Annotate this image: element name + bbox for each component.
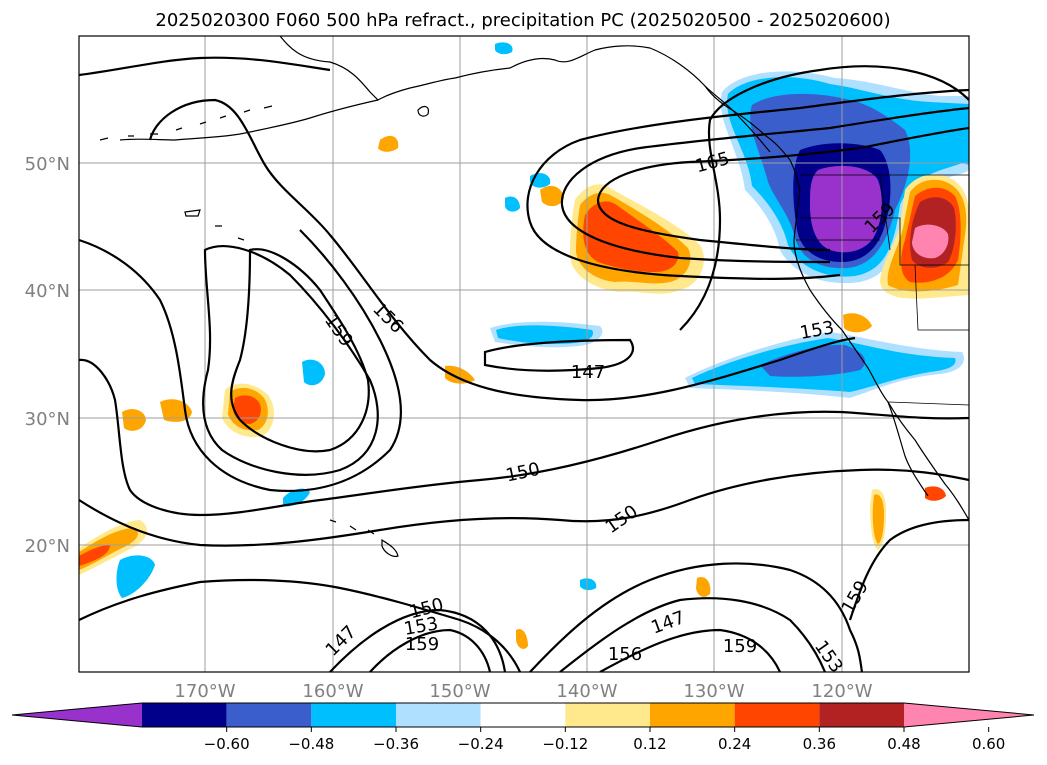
colorbar-swatch xyxy=(226,703,312,727)
colorbar-tick-label: 0.48 xyxy=(887,735,920,753)
kodiak xyxy=(417,105,429,117)
precip-positive-tropic-b xyxy=(925,486,946,501)
political-borders xyxy=(796,174,969,406)
precip-negative-misc-4 xyxy=(580,578,597,591)
precip-negative-socal-blue xyxy=(760,344,865,377)
colorbar-tick-label: 0.60 xyxy=(972,735,1005,753)
contour-162 xyxy=(560,106,969,264)
contour-south-4 xyxy=(529,562,864,672)
map-frame xyxy=(78,35,970,673)
colorbar-outline xyxy=(11,702,1035,728)
lon-label-160w: 160°W xyxy=(302,681,363,702)
precip-positive-misc-2 xyxy=(378,135,399,152)
graticule xyxy=(79,36,969,672)
precip-positive-basin-pink xyxy=(912,224,949,259)
colorbar-swatch xyxy=(396,703,481,727)
contour-label: 147 xyxy=(571,362,605,383)
precip-positive-misc-6 xyxy=(516,628,528,649)
contour-label: 159 xyxy=(723,636,757,657)
aleutian-islands xyxy=(99,105,273,141)
precip-positive-misc-3 xyxy=(540,185,564,207)
colorbar-swatch xyxy=(819,703,904,727)
colorbar-tick-label: −0.12 xyxy=(542,735,588,753)
small-island-2 xyxy=(215,225,245,241)
lat-label-40n: 40°N xyxy=(25,281,70,302)
lon-label-150w: 150°W xyxy=(429,681,490,702)
colorbar-tick-label: 0.24 xyxy=(718,735,751,753)
contour-147-west xyxy=(79,468,969,547)
precip-negative-33n xyxy=(302,359,325,386)
state-border-1 xyxy=(800,217,969,266)
lon-label-120w: 120°W xyxy=(811,681,872,702)
contour-156-north xyxy=(679,65,969,331)
colorbar-swatch xyxy=(650,703,735,727)
lon-label-140w: 140°W xyxy=(556,681,617,702)
contour-159-mid xyxy=(483,338,634,372)
precip-negative-band-cyan xyxy=(496,325,594,345)
state-border-4 xyxy=(879,174,891,251)
hawaii-islands xyxy=(329,519,399,557)
colorbar-extend-low xyxy=(12,703,142,727)
contour-south-3 xyxy=(369,628,492,672)
precip-negative-nw-purple xyxy=(810,165,882,253)
state-border-3 xyxy=(914,264,969,331)
colorbar-tick-label: −0.24 xyxy=(458,735,504,753)
colorbar-tick-label: −0.48 xyxy=(288,735,334,753)
longitude-labels: 170°W 160°W 150°W 140°W 130°W 120°W xyxy=(174,681,872,702)
precip-positive-30n-red xyxy=(233,395,261,424)
colorbar-swatch xyxy=(480,703,566,727)
contour-ring-west xyxy=(148,98,856,402)
contour-156-west xyxy=(202,245,379,476)
precip-positive-30n-c xyxy=(122,409,146,431)
colorbar-tick-label: 0.12 xyxy=(633,735,666,753)
precipitation-shading xyxy=(79,42,969,649)
contour-147-east xyxy=(848,518,969,621)
baja xyxy=(887,401,929,497)
colorbar-tick-label: −0.60 xyxy=(204,735,250,753)
colorbar-tick-label: 0.36 xyxy=(803,735,836,753)
precip-negative-20n xyxy=(116,555,155,598)
colorbar-swatch xyxy=(142,703,227,727)
contour-inner-alaska xyxy=(79,56,331,77)
colorbar: −0.60 −0.48 −0.36 −0.24 −0.12 0.12 0.24 0.36 0.4… xyxy=(11,702,1035,753)
precip-positive-misc-4 xyxy=(843,313,872,333)
precip-positive-20n-red xyxy=(79,545,110,566)
small-island-1 xyxy=(184,209,201,217)
precip-positive-tropic-orange xyxy=(872,494,884,544)
lon-label-130w: 130°W xyxy=(683,681,744,702)
precip-negative-24n xyxy=(283,488,310,507)
colorbar-swatch xyxy=(734,703,820,727)
contour-150-west xyxy=(79,358,969,517)
map-area: 165 159 156 159 153 147 150 150 150 153 … xyxy=(79,36,969,672)
coastlines xyxy=(99,36,969,557)
alaska-peninsula xyxy=(119,99,379,141)
colorbar-extend-high xyxy=(904,703,1034,727)
precip-negative-misc-2 xyxy=(505,196,520,212)
precip-negative-ne-blue xyxy=(955,140,969,165)
contour-south-6 xyxy=(599,628,782,672)
us-west-coast xyxy=(793,189,969,521)
contour-south-1 xyxy=(79,578,522,672)
contour-153-west xyxy=(79,229,402,492)
contour-159-west xyxy=(230,248,370,453)
lon-label-170w: 170°W xyxy=(174,681,235,702)
latitude-labels: 50°N 40°N 30°N 20°N xyxy=(25,154,70,557)
contour-south-5 xyxy=(559,597,827,672)
height-contours xyxy=(79,56,969,672)
contour-label: 156 xyxy=(608,644,642,665)
precip-negative-misc-3 xyxy=(495,42,513,55)
map-title: 2025020300 F060 500 hPa refract., precip… xyxy=(155,10,890,31)
colorbar-tick-label: −0.36 xyxy=(373,735,419,753)
colorbar-swatch xyxy=(311,703,396,727)
mexico-border xyxy=(887,401,969,406)
lat-label-30n: 30°N xyxy=(25,409,70,430)
contour-south-2 xyxy=(329,608,507,672)
contour-159-north xyxy=(526,88,969,280)
colorbar-swatch xyxy=(565,703,650,727)
lat-label-50n: 50°N xyxy=(25,154,70,175)
contour-label: 159 xyxy=(405,634,439,655)
precip-positive-misc-5 xyxy=(696,576,711,597)
lat-label-20n: 20°N xyxy=(25,536,70,557)
